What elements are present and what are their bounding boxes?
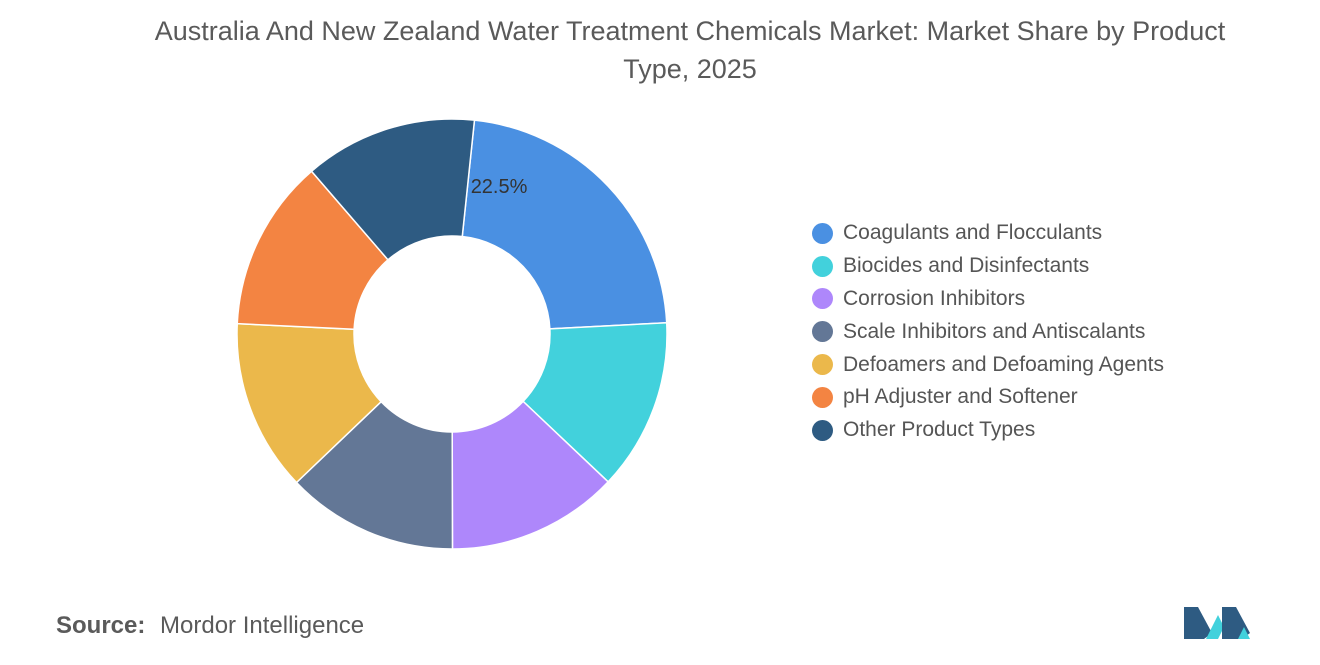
donut-slice-3 [295,400,454,550]
legend-label-0: Coagulants and Flocculants [843,221,1103,245]
chart-title: Australia And New Zealand Water Treatmen… [154,16,1226,84]
legend-label-1: Biocides and Disinfectants [843,254,1090,278]
donut-slice-5 [236,170,390,331]
legend-swatch-4 [812,354,833,376]
legend-swatch-1 [812,255,833,277]
legend-label-2: Corrosion Inhibitors [843,286,1026,310]
legend-label-4: Defoamers and Defoaming Agents [843,352,1165,376]
legend-item-4: Defoamers and Defoaming Agents [812,348,1164,381]
donut-slice-6 [310,118,476,261]
donut-slice-0 [461,119,668,330]
legend-swatch-2 [812,288,833,310]
legend-swatch-3 [812,321,833,343]
data-label-0: 22.5% [471,176,528,198]
donut-slice-1 [522,321,668,483]
legend-swatch-5 [812,386,833,408]
source-label: Source: [56,612,146,639]
legend-label-5: pH Adjuster and Softener [843,385,1078,409]
chart-legend: Coagulants and Flocculants Biocides and D… [812,217,1164,447]
legend-label-3: Scale Inhibitors and Antiscalants [843,319,1146,343]
donut-slice-2 [451,400,610,550]
legend-swatch-0 [812,222,833,244]
legend-item-6: Other Product Types [812,414,1164,447]
legend-label-6: Other Product Types [843,418,1036,442]
source-text: Mordor Intelligence [160,612,365,639]
legend-item-1: Biocides and Disinfectants [812,250,1164,283]
legend-item-5: pH Adjuster and Softener [812,381,1164,414]
mordor-intelligence-logo-icon [1184,607,1250,639]
legend-item-2: Corrosion Inhibitors [812,283,1164,316]
legend-item-0: Coagulants and Flocculants [812,217,1164,250]
source-note: Source: Mordor Intelligence [56,612,364,640]
legend-swatch-6 [812,419,833,441]
donut-slice-4 [236,322,383,484]
legend-item-3: Scale Inhibitors and Antiscalants [812,315,1164,348]
